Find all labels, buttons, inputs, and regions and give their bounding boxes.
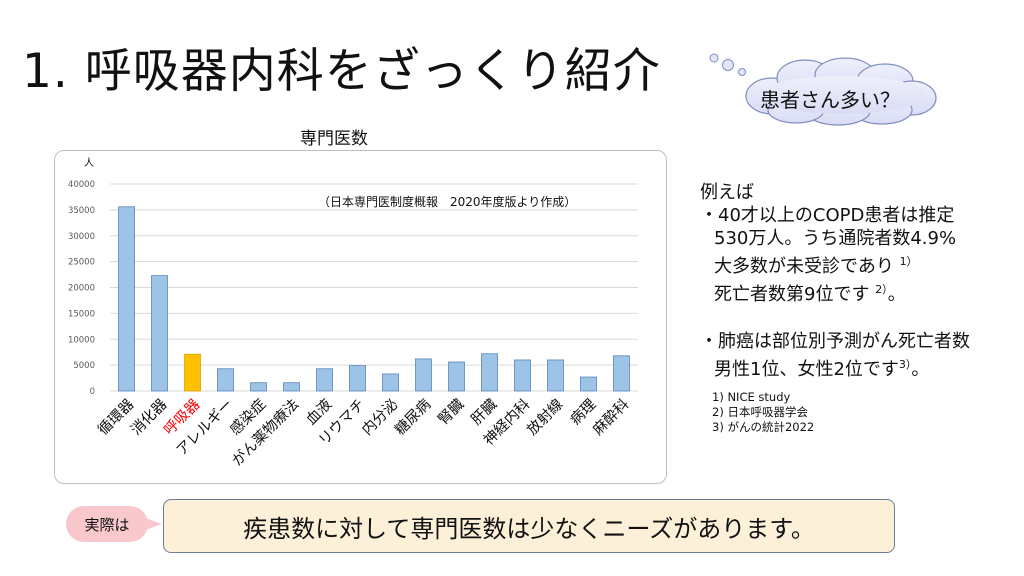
copd-line-4-end: 。 (887, 284, 906, 305)
copd-line-3-text: 大多数が未受診であり (714, 256, 894, 277)
copd-line-3: 大多数が未受診であり 1） (700, 250, 970, 278)
lung-cancer-line-1: ・肺癌は部位別予測がん死亡者数 (700, 331, 970, 352)
x-tick-label: 腎臓 (435, 395, 468, 428)
copd-line-4-text: 死亡者数第9位です (714, 284, 870, 305)
ref-mark-2: 2） (875, 283, 888, 296)
y-tick-label: 15000 (68, 309, 95, 319)
x-tick-label: 循環器 (95, 395, 138, 438)
bar-血液 (316, 368, 333, 392)
ref-mark-1: 1） (899, 255, 918, 268)
bar-糖尿病 (415, 358, 432, 392)
bar-麻酔科 (613, 355, 630, 392)
side-text: 例えば ・40才以上のCOPD患者は推定 530万人。うち通院者数4.9% 大多… (700, 181, 970, 381)
reference-2: 2) 日本呼吸器学会 (712, 405, 808, 419)
bar-リウマチ (349, 365, 366, 392)
slide-title: 1. 呼吸器内科をざっくり紹介 (22, 44, 661, 99)
bar-循環器 (118, 206, 135, 392)
bar-アレルギー (217, 368, 234, 392)
x-tick-label: 麻酔科 (590, 396, 633, 439)
chart-title: 専門医数 (300, 129, 368, 149)
copd-line-1: ・40才以上のCOPD患者は推定 (700, 205, 955, 226)
bar-感染症 (250, 382, 267, 392)
x-tick-label: 放射線 (524, 396, 567, 439)
intro-text: 例えば (700, 182, 754, 203)
bar-内分泌 (382, 373, 399, 392)
y-tick-label: 25000 (68, 258, 95, 268)
y-axis-unit: 人 (84, 157, 94, 169)
bar-神経内科 (514, 359, 531, 392)
cloud-text: 患者さん多い？ (760, 88, 900, 112)
bar-呼吸器 (184, 353, 201, 392)
ref-mark-3: 3） (898, 358, 912, 371)
reference-1: 1) NICE study (712, 390, 791, 404)
cloud-shape (709, 53, 937, 126)
actual-label-pill: 実際は (66, 506, 148, 542)
lung-cancer-line-2-text: 男性1位、女性2位です (714, 359, 899, 380)
bar-肝臓 (481, 353, 498, 392)
conclusion-box: 疾患数に対して専門医数は少なくニーズがあります。 (163, 499, 895, 553)
bar-がん薬物療法 (283, 382, 300, 392)
y-tick-label: 30000 (68, 232, 95, 242)
y-tick-label: 10000 (68, 335, 95, 345)
bar-消化器 (151, 275, 168, 392)
y-tick-label: 40000 (68, 180, 95, 190)
x-tick-label: 内分泌 (359, 396, 402, 439)
bar-腎臓 (448, 361, 465, 392)
x-tick-label: 糖尿病 (392, 396, 435, 439)
thought-cloud: 患者さん多い？ (700, 48, 950, 128)
pill-tail (140, 516, 162, 532)
y-tick-label: 5000 (73, 361, 95, 371)
references: 1) NICE study 2) 日本呼吸器学会 3) がんの統計2022 (712, 390, 814, 435)
bar-放射線 (547, 359, 564, 392)
bar-chart: 0 5000 10000 15000 20000 25000 30000 35000 40000… (68, 157, 638, 469)
x-tick-label: 消化器 (128, 395, 171, 438)
y-tick-label: 20000 (68, 284, 95, 294)
copd-line-2: 530万人。うち通院者数4.9% (714, 228, 957, 249)
lung-cancer-line-2-end: 。 (911, 359, 930, 380)
y-tick-label: 35000 (68, 206, 95, 216)
copd-line-4: 死亡者数第9位です 2）。 (700, 278, 970, 306)
bar-病理 (580, 376, 597, 392)
y-tick-label: 0 (90, 387, 95, 397)
reference-3: 3) がんの統計2022 (712, 420, 815, 434)
lung-cancer-line-2: 男性1位、女性2位です3）。 (700, 353, 970, 381)
chart-frame (54, 150, 667, 484)
chart-source-note: （日本専門医制度概報 2020年度版より作成） (318, 195, 577, 209)
